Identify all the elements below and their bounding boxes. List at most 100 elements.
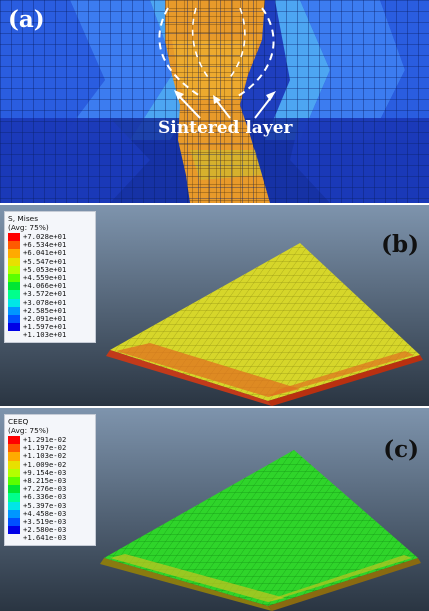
mises-legend-row: +3.572e+01 [8,289,92,299]
mises-legend-swatch [8,257,20,266]
ceeq-legend-value: +1.291e-02 [23,435,67,445]
mises-legend-value: +2.091e+01 [23,313,67,323]
ceeq-legend-swatch [8,493,20,502]
panel-a-label: (a) [8,6,45,33]
mises-legend-value: +5.053e+01 [23,264,67,274]
plate-edge-right-b [268,355,423,406]
ceeq-legend-swatch [8,509,20,518]
mises-legend-row: +3.078e+01 [8,298,92,307]
mises-legend-row: +6.041e+01 [8,248,92,258]
legend-subtitle-mises: (Avg: 75%) [8,223,49,232]
mises-legend-value: +4.559e+01 [23,273,67,283]
mises-legend-row: +1.597e+01 [8,322,92,332]
ceeq-legend-row: +7.276e-03 [8,484,92,494]
arrow-middle-head [213,95,221,104]
plate-mesh-b [110,243,420,401]
ceeq-legend-row: +1.641e-03 [8,534,92,542]
mesh-view-a [0,0,429,203]
mises-legend-swatch [8,331,20,339]
ceeq-legend-row: +9.154e-03 [8,467,92,477]
sintered-layer-annotation: Sintered layer [158,118,293,138]
ceeq-legend-value: +9.154e-03 [23,467,67,477]
legend-rows-ceeq: +1.291e-02 +1.197e-02 +1.103e-02 +1.009e-02… [8,436,92,542]
mises-legend-row: +4.559e+01 [8,273,92,283]
mises-legend-swatch [8,314,20,324]
mises-legend-swatch [8,298,20,307]
ceeq-legend-value: +1.641e-03 [23,533,67,543]
mises-legend-swatch [8,249,20,258]
ceeq-legend-value: +2.580e-03 [23,525,67,535]
legend-title-mises: S, Mises [8,214,39,223]
mises-legend-swatch [8,273,20,283]
ceeq-legend-row: +1.103e-02 [8,451,92,461]
panel-c-label: (c) [383,436,419,463]
plate-mesh-c [104,450,418,606]
ceeq-legend-swatch [8,534,20,542]
mises-legend-value: +1.597e+01 [23,322,67,332]
arrow-left-head [174,90,184,100]
ceeq-legend-row: +4.458e-03 [8,508,92,518]
strain-band-right-c [268,555,412,602]
ceeq-legend-swatch [8,526,20,535]
ceeq-legend-value: +7.276e-03 [23,484,67,494]
mises-legend-swatch [8,265,20,274]
legend-rows-mises: +7.028e+01 +6.534e+01 +6.041e+01 +5.547e+01… [8,233,92,339]
legend-subtitle-ceeq: (Avg: 75%) [8,426,49,435]
ceeq-legend-row: +3.519e-03 [8,517,92,527]
dashed-outline-right [237,7,275,97]
ceeq-legend-value: +1.009e-02 [23,459,67,469]
arrow-left [177,94,201,119]
arrow-middle [215,99,231,119]
ceeq-legend-value: +5.397e-03 [23,500,67,510]
ceeq-legend-row: +2.580e-03 [8,525,92,535]
mises-legend-value: +2.585e+01 [23,305,67,315]
ceeq-legend-swatch [8,444,20,453]
mises-legend-row: +4.066e+01 [8,281,92,291]
ceeq-legend-swatch [8,501,20,510]
ceeq-legend-value: +1.103e-02 [23,451,67,461]
ceeq-legend-row: +6.336e-03 [8,493,92,502]
ceeq-legend-value: +4.458e-03 [23,508,67,518]
ceeq-legend-row: +1.291e-02 [8,435,92,445]
mises-legend-swatch [8,233,20,242]
mises-legend-swatch [8,306,20,315]
mises-legend-value: +4.066e+01 [23,281,67,291]
ceeq-legend-swatch [8,460,20,469]
plate-edge-right-c [268,558,421,611]
mises-legend-value: +3.572e+01 [23,289,67,299]
mises-legend-row: +2.091e+01 [8,313,92,324]
mises-legend-row: +5.547e+01 [8,256,92,266]
mises-legend-value: +7.028e+01 [23,232,67,242]
dashed-inner-right [227,7,246,81]
dashed-inner-left [191,7,211,81]
arrow-right-head [266,91,276,101]
mises-legend-row: +5.053e+01 [8,264,92,274]
ceeq-legend-swatch [8,517,20,527]
panel-c: CEEQ (Avg: 75%) +1.291e-02 +1.197e-02 +1.1… [0,408,429,611]
ceeq-legend-row: +1.197e-02 [8,443,92,453]
strain-band-front-c [110,554,285,602]
mises-legend-swatch [8,241,20,250]
mesh-view-c [100,450,421,611]
mises-legend-value: +6.041e+01 [23,248,67,258]
mises-legend-value: +5.547e+01 [23,256,67,266]
mises-legend-value: +1.103e+01 [23,330,67,340]
ceeq-legend-swatch [8,476,20,486]
ceeq-legend-swatch [8,468,20,477]
stress-band-right-b [268,351,414,397]
ceeq-legend-value: +1.197e-02 [23,443,67,453]
ceeq-legend-swatch [8,485,20,494]
mises-legend-row: +2.585e+01 [8,305,92,315]
mises-legend-swatch [8,290,20,299]
mises-legend-row: +7.028e+01 [8,232,92,242]
panel-b: S, Mises (Avg: 75%) +7.028e+01 +6.534e+01… [0,205,429,406]
plate-edge-front-b [106,350,272,406]
ceeq-legend-row: +1.009e-02 [8,459,92,469]
stress-band-front-b [116,343,300,397]
ceeq-legend-value: +8.215e-03 [23,476,67,486]
legend-ceeq: CEEQ (Avg: 75%) +1.291e-02 +1.197e-02 +1.1… [4,414,96,547]
ceeq-legend-row: +5.397e-03 [8,500,92,510]
mesh-view-b [106,243,423,406]
ceeq-legend-row: +8.215e-03 [8,476,92,486]
